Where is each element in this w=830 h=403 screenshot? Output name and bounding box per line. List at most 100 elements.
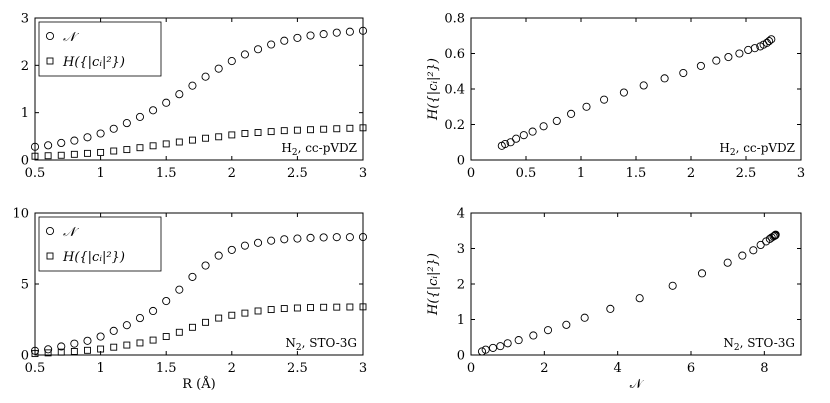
circle-marker (712, 56, 721, 65)
circle-marker (188, 272, 197, 281)
circle-marker (619, 88, 628, 97)
circle-marker (214, 64, 223, 73)
square-marker (44, 349, 52, 357)
y-tick-label: 5 (21, 278, 29, 293)
square-marker (31, 350, 39, 358)
square-marker (97, 148, 105, 156)
y-tick-label: 0 (21, 349, 29, 364)
circle-marker (635, 294, 644, 303)
circle-marker (122, 119, 131, 128)
legend-circle-marker (45, 226, 55, 236)
circle-marker (57, 138, 66, 148)
y-tick-label: 0.6 (444, 47, 465, 62)
circle-marker (162, 98, 171, 107)
axes-frame (470, 17, 802, 161)
circle-marker (201, 72, 210, 81)
square-marker (57, 348, 65, 356)
x-tick-label: 2 (540, 361, 548, 376)
circle-marker (660, 74, 669, 83)
annotation-subscript: 2 (730, 148, 736, 158)
x-tick-label: 0.5 (516, 166, 537, 181)
circle-marker (765, 37, 774, 46)
square-marker (44, 152, 52, 160)
circle-marker (122, 321, 131, 330)
dataset-annotation: H2, cc-pVDZ (719, 141, 795, 158)
square-marker (307, 304, 314, 312)
circle-marker (306, 31, 315, 40)
circle-marker (280, 36, 289, 45)
circle-marker (135, 112, 145, 121)
circle-marker (744, 45, 753, 55)
legend: 𝒩H({|cᵢ|²}) (38, 216, 162, 272)
x-tick-label: 3 (797, 166, 805, 181)
series-n-markers (477, 230, 780, 356)
x-tick-label: 1 (96, 166, 104, 181)
circle-marker (539, 122, 548, 131)
annotation-basis: , STO-3G (302, 336, 357, 350)
square-marker (359, 124, 367, 132)
legend-entry: H({|cᵢ|²}) (62, 250, 125, 265)
y-axis-label: H({|cᵢ|²}) (426, 253, 441, 316)
x-tick-label: 0.5 (25, 361, 46, 376)
circle-marker (358, 26, 368, 35)
circle-marker (724, 53, 733, 62)
series-n-markers (30, 232, 368, 355)
circle-marker (769, 232, 778, 241)
annotation-basis: , STO-3G (740, 336, 795, 350)
square-marker (175, 328, 183, 336)
circle-marker (606, 304, 615, 313)
square-marker (359, 303, 367, 311)
square-marker (162, 140, 170, 148)
square-marker (149, 142, 157, 150)
circle-marker (501, 139, 510, 149)
circle-marker (240, 241, 249, 250)
axes-frame (34, 17, 364, 161)
square-marker (293, 304, 301, 312)
square-marker (320, 303, 328, 311)
circle-marker (253, 45, 263, 54)
square-marker (110, 147, 118, 155)
x-tick-label: 1.5 (156, 166, 177, 181)
circle-marker (552, 116, 561, 125)
circle-marker (580, 313, 589, 322)
legend: 𝒩H({|cᵢ|²}) (38, 21, 162, 77)
annotation-subscript: 2 (734, 343, 740, 353)
circle-marker (44, 345, 53, 354)
legend-entry: H({|cᵢ|²}) (62, 55, 125, 70)
square-marker (31, 152, 39, 160)
square-marker (136, 339, 144, 347)
x-tick-label: 2.5 (287, 361, 308, 376)
y-tick-label: 0.2 (444, 118, 465, 133)
circle-marker (749, 246, 758, 255)
annotation-molecule: N (285, 336, 296, 350)
circle-marker (240, 50, 249, 59)
circle-marker (70, 339, 79, 348)
series-n-markers (497, 35, 776, 150)
square-marker (333, 303, 341, 311)
square-marker (149, 336, 157, 344)
square-marker (280, 305, 288, 313)
circle-marker (267, 40, 276, 49)
circle-marker (30, 346, 40, 355)
y-tick-label: 0.8 (444, 12, 465, 27)
annotation-molecule: N (723, 336, 734, 350)
x-tick-label: 3 (359, 166, 367, 181)
dataset-annotation: N2, STO-3G (285, 336, 357, 353)
y-tick-label: 0 (21, 154, 29, 169)
x-tick-label: 0.5 (25, 166, 46, 181)
square-marker (123, 341, 131, 349)
circle-marker (109, 326, 118, 335)
square-marker (215, 314, 223, 322)
circle-marker (201, 261, 210, 270)
x-tick-label: 1 (577, 166, 585, 181)
circle-marker (227, 245, 236, 254)
square-marker (267, 128, 275, 136)
circle-marker (771, 230, 780, 239)
y-tick-label: 2 (21, 59, 29, 74)
circle-marker (345, 233, 354, 242)
circle-marker (679, 68, 688, 78)
square-marker (202, 318, 210, 326)
y-tick-label: 2 (457, 278, 465, 293)
